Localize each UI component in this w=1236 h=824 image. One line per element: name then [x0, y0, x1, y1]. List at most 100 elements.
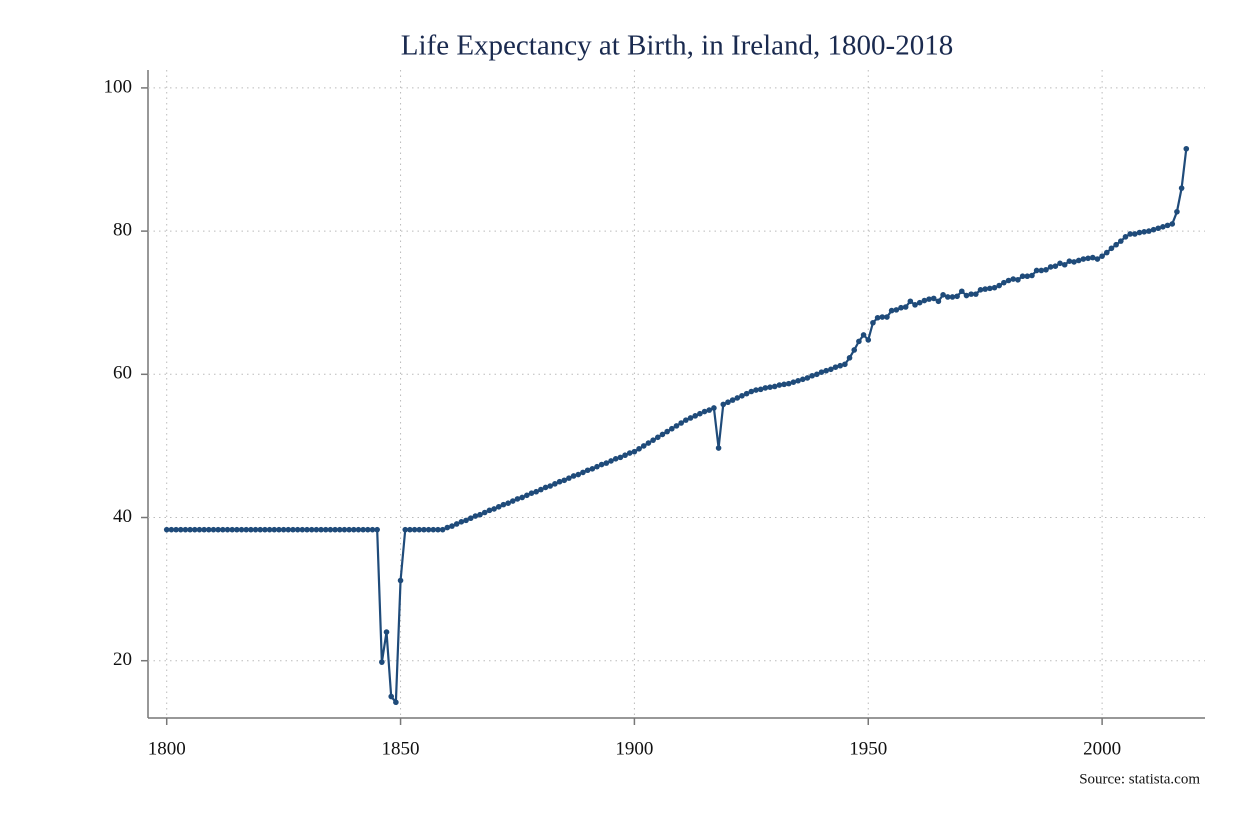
- data-point: [874, 314, 881, 321]
- data-point: [678, 420, 684, 426]
- data-point: [163, 526, 170, 533]
- data-point: [640, 443, 647, 449]
- data-point: [168, 526, 175, 533]
- data-point: [776, 382, 783, 388]
- data-point: [963, 292, 970, 299]
- data-point: [879, 314, 886, 320]
- data-point: [683, 417, 689, 423]
- data-point: [224, 526, 231, 533]
- data-point: [299, 526, 306, 533]
- data-point: [449, 523, 455, 529]
- data-point: [1061, 261, 1068, 268]
- data-point: [1001, 279, 1007, 286]
- data-point: [332, 526, 338, 533]
- data-point: [711, 405, 717, 411]
- source-note: Source: statista.com: [1079, 771, 1200, 787]
- data-point: [898, 304, 904, 311]
- data-point: [173, 526, 179, 533]
- data-point: [954, 293, 960, 300]
- data-point: [870, 319, 876, 326]
- data-point: [191, 526, 198, 533]
- data-point: [1174, 208, 1180, 215]
- data-point: [280, 526, 287, 533]
- data-point: [1094, 256, 1101, 262]
- x-tick-label: 2000: [1083, 738, 1121, 759]
- y-tick-label: 20: [113, 649, 132, 670]
- data-point: [336, 526, 343, 533]
- data-point: [467, 515, 474, 522]
- data-point: [346, 526, 352, 533]
- data-point: [262, 526, 268, 533]
- data-point: [1052, 263, 1059, 269]
- data-point: [533, 488, 539, 495]
- data-point: [842, 361, 848, 368]
- data-point: [542, 484, 549, 491]
- data-point: [243, 526, 250, 533]
- data-point: [547, 483, 554, 489]
- data-point: [762, 385, 769, 391]
- y-tick-label: 100: [104, 76, 133, 97]
- data-point: [1071, 259, 1077, 265]
- data-point: [1080, 256, 1087, 262]
- data-point: [739, 392, 745, 399]
- data-point: [458, 519, 465, 525]
- data-point: [589, 466, 596, 472]
- data-point: [748, 388, 755, 395]
- data-point: [524, 492, 530, 499]
- data-point: [706, 407, 713, 413]
- data-point: [1033, 267, 1040, 274]
- data-point: [201, 526, 207, 533]
- data-point: [781, 381, 787, 388]
- data-point: [1085, 255, 1091, 262]
- data-point: [1075, 257, 1082, 264]
- data-point: [397, 577, 404, 584]
- data-point: [753, 387, 759, 393]
- data-point: [196, 526, 203, 533]
- data-point: [982, 286, 988, 292]
- data-point: [514, 496, 521, 502]
- data-point: [673, 423, 680, 429]
- data-point: [856, 338, 862, 345]
- data-point: [285, 526, 292, 533]
- data-point: [234, 526, 240, 533]
- data-point: [757, 386, 764, 393]
- data-point: [973, 291, 979, 297]
- data-point: [388, 693, 395, 700]
- data-point: [252, 526, 259, 533]
- data-point: [308, 526, 315, 533]
- data-point: [360, 526, 366, 533]
- data-point: [435, 526, 441, 533]
- data-point: [912, 302, 918, 308]
- data-point: [538, 486, 544, 493]
- data-point: [271, 526, 278, 533]
- data-point: [622, 452, 628, 459]
- data-point: [977, 287, 984, 293]
- data-point: [505, 500, 511, 506]
- data-point: [463, 517, 469, 524]
- data-point: [814, 371, 820, 378]
- data-point: [402, 526, 409, 533]
- data-point: [608, 458, 614, 464]
- x-tick-label: 1850: [382, 738, 420, 759]
- data-point: [238, 526, 245, 533]
- data-point: [210, 526, 217, 533]
- data-point: [322, 526, 329, 533]
- data-point: [659, 431, 666, 438]
- data-point: [1043, 266, 1049, 273]
- data-point: [893, 307, 900, 313]
- data-point: [902, 304, 909, 310]
- data-point: [1010, 276, 1017, 282]
- data-point: [626, 450, 633, 456]
- data-point: [229, 526, 235, 533]
- data-point: [860, 332, 867, 338]
- data-point: [561, 477, 568, 484]
- data-point: [1169, 221, 1176, 227]
- data-point: [182, 526, 189, 533]
- data-point: [1141, 229, 1147, 235]
- data-point: [804, 375, 811, 381]
- data-point: [996, 282, 1003, 289]
- data-point: [958, 288, 965, 295]
- data-point: [1103, 249, 1110, 256]
- data-point: [1047, 264, 1054, 270]
